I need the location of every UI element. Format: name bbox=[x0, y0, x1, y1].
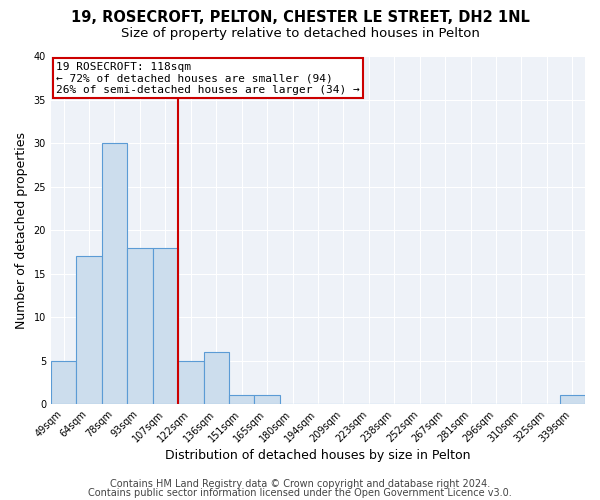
X-axis label: Distribution of detached houses by size in Pelton: Distribution of detached houses by size … bbox=[165, 450, 471, 462]
Bar bbox=[178, 360, 203, 404]
Bar bbox=[76, 256, 102, 404]
Bar bbox=[254, 396, 280, 404]
Y-axis label: Number of detached properties: Number of detached properties bbox=[15, 132, 28, 329]
Text: 19 ROSECROFT: 118sqm
← 72% of detached houses are smaller (94)
26% of semi-detac: 19 ROSECROFT: 118sqm ← 72% of detached h… bbox=[56, 62, 360, 95]
Text: 19, ROSECROFT, PELTON, CHESTER LE STREET, DH2 1NL: 19, ROSECROFT, PELTON, CHESTER LE STREET… bbox=[71, 10, 529, 25]
Bar bbox=[203, 352, 229, 404]
Text: Contains public sector information licensed under the Open Government Licence v3: Contains public sector information licen… bbox=[88, 488, 512, 498]
Bar bbox=[229, 396, 254, 404]
Bar bbox=[127, 248, 152, 404]
Bar bbox=[51, 360, 76, 404]
Text: Contains HM Land Registry data © Crown copyright and database right 2024.: Contains HM Land Registry data © Crown c… bbox=[110, 479, 490, 489]
Bar bbox=[102, 144, 127, 404]
Bar bbox=[152, 248, 178, 404]
Text: Size of property relative to detached houses in Pelton: Size of property relative to detached ho… bbox=[121, 28, 479, 40]
Bar bbox=[560, 396, 585, 404]
